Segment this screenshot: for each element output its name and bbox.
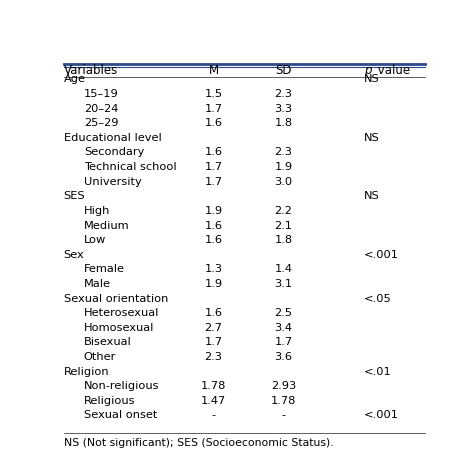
Text: <.01: <.01	[364, 367, 392, 377]
Text: Non-religious: Non-religious	[84, 381, 159, 391]
Text: -: -	[281, 410, 285, 420]
Text: 1.6: 1.6	[205, 118, 222, 128]
Text: 1.7: 1.7	[204, 104, 223, 114]
Text: 2.3: 2.3	[274, 148, 292, 158]
Text: Sexual onset: Sexual onset	[84, 410, 157, 420]
Text: 1.9: 1.9	[204, 279, 223, 289]
Text: Religion: Religion	[64, 367, 109, 377]
Text: 2.5: 2.5	[274, 308, 292, 318]
Text: SES: SES	[64, 191, 85, 201]
Text: 3.0: 3.0	[274, 177, 292, 187]
Text: 2.1: 2.1	[274, 221, 292, 230]
Text: 3.3: 3.3	[274, 104, 292, 114]
Text: Technical school: Technical school	[84, 162, 176, 172]
Text: 2.93: 2.93	[271, 381, 296, 391]
Text: 1.78: 1.78	[201, 381, 226, 391]
Text: Heterosexual: Heterosexual	[84, 308, 159, 318]
Text: 1.3: 1.3	[204, 264, 223, 274]
Text: -: -	[211, 410, 216, 420]
Text: 1.7: 1.7	[204, 337, 223, 347]
Text: 20–24: 20–24	[84, 104, 118, 114]
Text: 1.9: 1.9	[204, 206, 223, 216]
Text: 3.6: 3.6	[274, 352, 292, 362]
Text: 1.7: 1.7	[204, 162, 223, 172]
Text: 1.7: 1.7	[274, 337, 292, 347]
Text: 1.6: 1.6	[205, 148, 222, 158]
Text: NS: NS	[364, 133, 380, 143]
Text: Medium: Medium	[84, 221, 129, 230]
Text: Variables: Variables	[64, 64, 118, 77]
Text: 1.9: 1.9	[274, 162, 292, 172]
Text: 1.47: 1.47	[201, 396, 226, 406]
Text: 1.4: 1.4	[274, 264, 292, 274]
Text: SD: SD	[275, 64, 292, 77]
Text: Sex: Sex	[64, 250, 84, 260]
Text: 2.3: 2.3	[274, 89, 292, 99]
Text: University: University	[84, 177, 142, 187]
Text: 2.7: 2.7	[205, 323, 222, 333]
Text: Other: Other	[84, 352, 116, 362]
Text: NS: NS	[364, 74, 380, 85]
Text: Homosexual: Homosexual	[84, 323, 154, 333]
Text: p: p	[364, 64, 372, 77]
Text: 1.8: 1.8	[274, 235, 292, 245]
Text: 1.6: 1.6	[205, 235, 222, 245]
Text: High: High	[84, 206, 110, 216]
Text: M: M	[209, 64, 219, 77]
Text: 1.7: 1.7	[204, 177, 223, 187]
Text: 1.6: 1.6	[205, 221, 222, 230]
Text: NS (Not significant); SES (Socioeconomic Status).: NS (Not significant); SES (Socioeconomic…	[64, 438, 333, 447]
Text: <.001: <.001	[364, 410, 399, 420]
Text: Educational level: Educational level	[64, 133, 162, 143]
Text: 1.78: 1.78	[271, 396, 296, 406]
Text: value: value	[374, 64, 410, 77]
Text: 3.4: 3.4	[274, 323, 292, 333]
Text: <.05: <.05	[364, 293, 392, 303]
Text: Male: Male	[84, 279, 111, 289]
Text: 3.1: 3.1	[274, 279, 292, 289]
Text: 15–19: 15–19	[84, 89, 118, 99]
Text: 2.3: 2.3	[205, 352, 222, 362]
Text: Low: Low	[84, 235, 106, 245]
Text: Sexual orientation: Sexual orientation	[64, 293, 168, 303]
Text: Religious: Religious	[84, 396, 136, 406]
Text: 1.8: 1.8	[274, 118, 292, 128]
Text: Female: Female	[84, 264, 125, 274]
Text: 1.5: 1.5	[204, 89, 223, 99]
Text: 25–29: 25–29	[84, 118, 118, 128]
Text: Age: Age	[64, 74, 86, 85]
Text: 1.6: 1.6	[205, 308, 222, 318]
Text: 2.2: 2.2	[274, 206, 292, 216]
Text: Bisexual: Bisexual	[84, 337, 132, 347]
Text: <.001: <.001	[364, 250, 399, 260]
Text: Secondary: Secondary	[84, 148, 144, 158]
Text: NS: NS	[364, 191, 380, 201]
